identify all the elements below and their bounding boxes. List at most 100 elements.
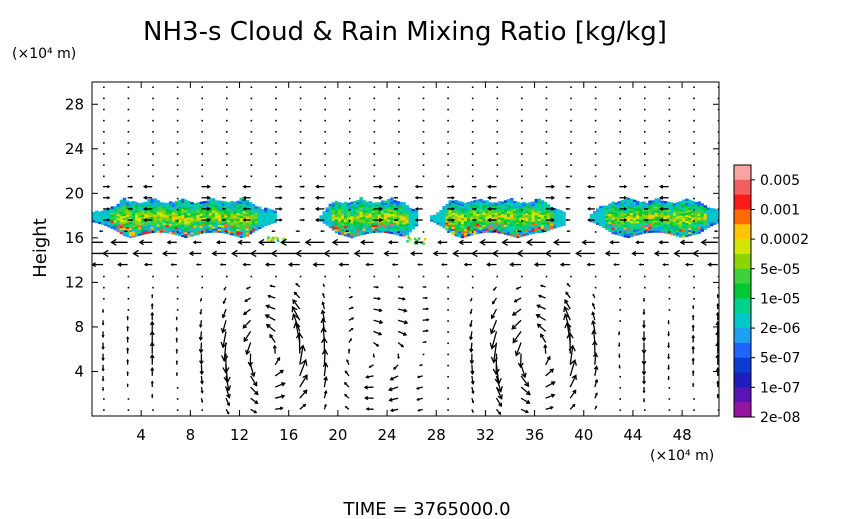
wind-dot bbox=[127, 175, 130, 178]
cloud-cell bbox=[328, 209, 333, 213]
cloud-cell bbox=[261, 221, 265, 224]
cloud-cell bbox=[221, 212, 225, 216]
wind-dot bbox=[373, 175, 376, 178]
cloud-cell bbox=[141, 212, 145, 215]
cloud-cell bbox=[445, 214, 449, 217]
cloud-cell bbox=[242, 223, 247, 226]
wind-arrow-head bbox=[142, 206, 147, 211]
cloud-cell bbox=[620, 228, 625, 231]
cloud-cell bbox=[319, 215, 323, 218]
cloud-cell bbox=[362, 202, 366, 205]
cloud-cell bbox=[651, 226, 655, 229]
cloud-cell bbox=[125, 216, 130, 220]
cloud-cell bbox=[402, 224, 406, 227]
cloud-cell bbox=[150, 208, 154, 212]
wind-arrow-head bbox=[106, 207, 111, 211]
wind-arrow-head bbox=[132, 249, 139, 258]
cloud-cell bbox=[510, 234, 514, 237]
cloud-cell bbox=[122, 225, 127, 229]
wind-dot bbox=[103, 153, 105, 155]
cloud-cell bbox=[454, 199, 459, 203]
cloud-cell bbox=[340, 221, 345, 224]
cloud-cell bbox=[159, 216, 164, 219]
cloud-cell bbox=[202, 215, 207, 218]
cloud-cell bbox=[549, 223, 554, 226]
wind-arrow-head bbox=[403, 308, 408, 313]
cloud-cell bbox=[144, 225, 148, 229]
wind-arrow-head bbox=[498, 411, 502, 415]
cloud-cell bbox=[543, 215, 548, 219]
cloud-cell bbox=[466, 221, 471, 225]
cloud-cell bbox=[510, 230, 514, 233]
cloud-cell bbox=[611, 221, 615, 225]
wind-arrow-head bbox=[469, 311, 473, 315]
cloud-cell bbox=[165, 228, 170, 232]
cloud-cell bbox=[380, 224, 385, 227]
cloud-cell bbox=[463, 210, 468, 214]
cloud-cell bbox=[546, 212, 551, 215]
cloud-cell bbox=[135, 220, 139, 223]
cloud-cell bbox=[233, 229, 237, 233]
cloud-cell bbox=[436, 222, 440, 225]
cloud-cell bbox=[383, 220, 388, 224]
wind-arrow-head bbox=[642, 390, 646, 394]
cloud-cell bbox=[184, 209, 188, 213]
wind-arrow-head bbox=[250, 371, 256, 378]
wind-arrow-head bbox=[302, 196, 306, 200]
wind-arrow-head bbox=[424, 340, 427, 344]
wind-arrow-head bbox=[403, 320, 409, 325]
cloud-cell bbox=[356, 211, 360, 215]
wind-arrow-head bbox=[591, 302, 595, 306]
wind-arrow-head bbox=[253, 410, 258, 414]
wind-dot bbox=[275, 119, 277, 122]
wind-dot bbox=[226, 142, 228, 144]
cloud-cell bbox=[393, 204, 397, 207]
cloud-cell bbox=[672, 227, 677, 230]
wind-dot bbox=[644, 119, 646, 122]
wind-arrow-head bbox=[565, 185, 569, 188]
cloud-cell bbox=[651, 230, 655, 233]
cloud-cell bbox=[488, 222, 492, 225]
cloud-cell bbox=[337, 220, 342, 223]
cloud-cell bbox=[187, 207, 191, 210]
cloud-cell bbox=[399, 229, 403, 233]
wind-dot bbox=[201, 231, 204, 233]
cloud-cell bbox=[153, 216, 157, 219]
cloud-cell bbox=[319, 217, 323, 220]
cloud-cell bbox=[703, 225, 708, 228]
cloud-cell bbox=[712, 220, 717, 223]
cloud-cell bbox=[171, 228, 176, 231]
cloud-cell bbox=[202, 201, 207, 204]
wind-arrow-head bbox=[642, 400, 646, 403]
cloud-cell bbox=[344, 201, 348, 205]
cloud-cell bbox=[685, 200, 689, 203]
wind-dot bbox=[176, 197, 179, 200]
cloud-cell bbox=[626, 227, 631, 231]
cloud-cell bbox=[396, 205, 400, 208]
cloud-cell bbox=[377, 204, 382, 207]
cloud-cell bbox=[353, 206, 357, 210]
cloud-cell bbox=[669, 228, 674, 231]
cloud-cell bbox=[156, 220, 161, 223]
cloud-cell bbox=[675, 222, 680, 225]
wind-dot bbox=[521, 86, 523, 89]
wind-arrow-head bbox=[414, 196, 419, 200]
cloud-cell bbox=[193, 229, 197, 232]
cloud-cell bbox=[396, 223, 400, 226]
cloud-cell bbox=[457, 200, 462, 204]
wind-dot bbox=[644, 175, 646, 178]
wind-arrow-head bbox=[295, 282, 298, 286]
wind-dot bbox=[619, 153, 622, 155]
cloud-cell bbox=[371, 228, 376, 232]
wind-dot bbox=[619, 86, 622, 89]
cloud-cell bbox=[350, 215, 354, 219]
cloud-cell bbox=[506, 227, 511, 230]
wind-arrow-shaft bbox=[222, 320, 227, 333]
cloud-cell bbox=[236, 200, 240, 204]
wind-arrow-head bbox=[279, 406, 284, 411]
cloud-cell bbox=[454, 207, 459, 211]
wind-dot bbox=[619, 119, 622, 122]
cloud-cell bbox=[620, 234, 625, 237]
cloud-cell bbox=[131, 227, 136, 230]
cloud-cell bbox=[457, 222, 462, 226]
